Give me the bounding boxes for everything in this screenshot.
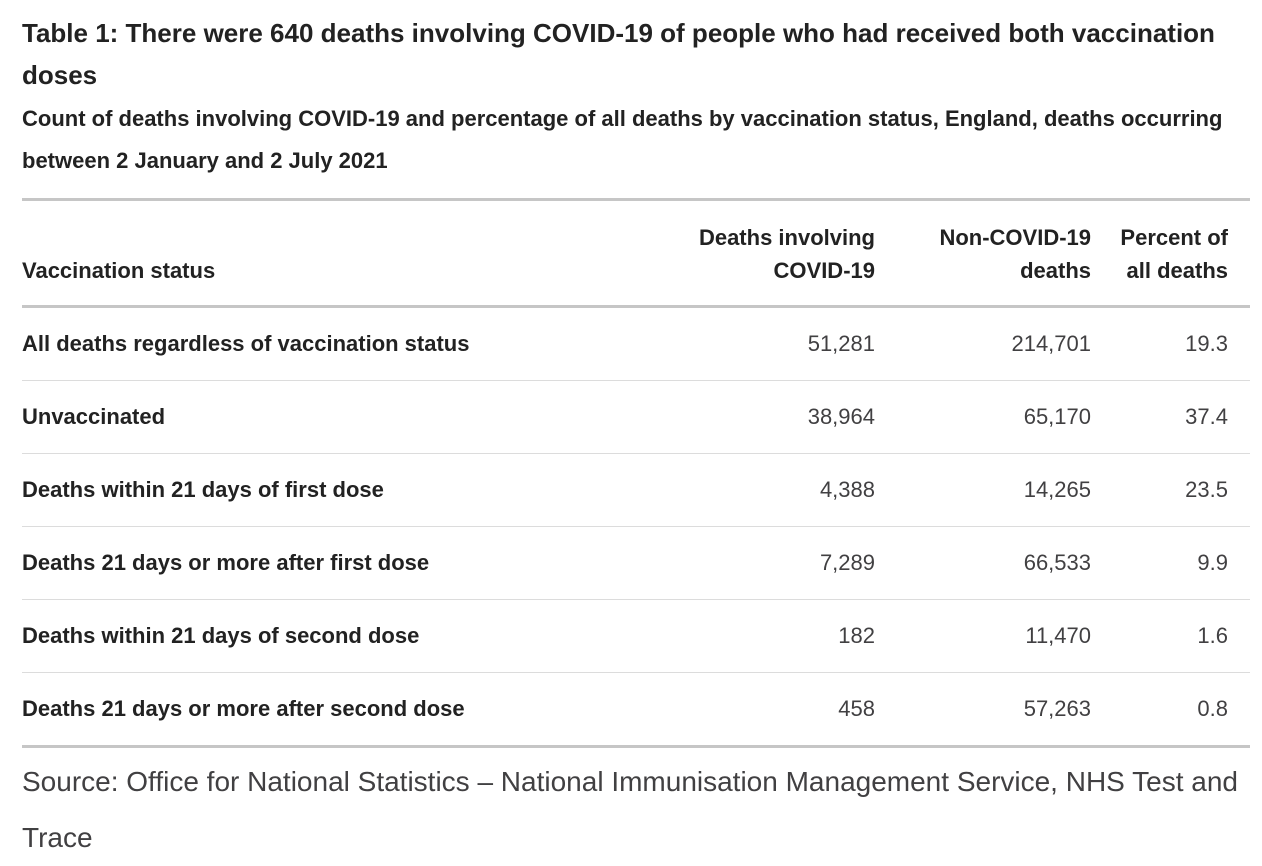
percent-of-all-deaths-value: 23.5 [1091,453,1250,527]
non-covid-deaths-value: 65,170 [875,380,1091,454]
header-row: Vaccination status Deaths involving COVI… [22,199,1250,308]
table-row: Deaths within 21 days of first dose 4,38… [22,453,1250,527]
source-note: Source: Office for National Statistics –… [22,766,1238,853]
non-covid-deaths-value: 14,265 [875,453,1091,527]
deaths-involving-covid-value: 4,388 [650,453,875,527]
column-header-percent-of-all-deaths: Percent of all deaths [1091,199,1250,308]
row-label: All deaths regardless of vaccination sta… [22,306,650,381]
non-covid-deaths-value: 214,701 [875,306,1091,381]
table-row: Deaths 21 days or more after first dose … [22,526,1250,600]
column-header-vaccination-status: Vaccination status [22,199,650,308]
table-row: Deaths 21 days or more after second dose… [22,672,1250,748]
deaths-involving-covid-value: 7,289 [650,526,875,600]
table-subtitle: Count of deaths involving COVID-19 and p… [22,106,1223,173]
percent-of-all-deaths-value: 1.6 [1091,599,1250,673]
percent-of-all-deaths-value: 9.9 [1091,526,1250,600]
row-label: Deaths 21 days or more after second dose [22,672,650,748]
table-title: Table 1: There were 640 deaths involving… [22,18,1215,90]
deaths-involving-covid-value: 51,281 [650,306,875,381]
deaths-involving-covid-value: 38,964 [650,380,875,454]
deaths-involving-covid-value: 458 [650,672,875,748]
row-label: Deaths within 21 days of second dose [22,599,650,673]
row-label: Unvaccinated [22,380,650,454]
percent-of-all-deaths-value: 37.4 [1091,380,1250,454]
row-label: Deaths 21 days or more after first dose [22,526,650,600]
table-row: Unvaccinated 38,964 65,170 37.4 [22,380,1250,454]
non-covid-deaths-value: 11,470 [875,599,1091,673]
column-header-non-covid-19-deaths: Non-COVID-19 deaths [875,199,1091,308]
table-row: All deaths regardless of vaccination sta… [22,306,1250,381]
percent-of-all-deaths-value: 0.8 [1091,672,1250,748]
non-covid-deaths-value: 57,263 [875,672,1091,748]
non-covid-deaths-value: 66,533 [875,526,1091,600]
deaths-involving-covid-value: 182 [650,599,875,673]
row-label: Deaths within 21 days of first dose [22,453,650,527]
column-header-deaths-involving-covid-19: Deaths involving COVID-19 [650,199,875,308]
table-row: Deaths within 21 days of second dose 182… [22,599,1250,673]
percent-of-all-deaths-value: 19.3 [1091,306,1250,381]
covid-deaths-by-vaccination-status-table: Vaccination status Deaths involving COVI… [22,198,1250,748]
